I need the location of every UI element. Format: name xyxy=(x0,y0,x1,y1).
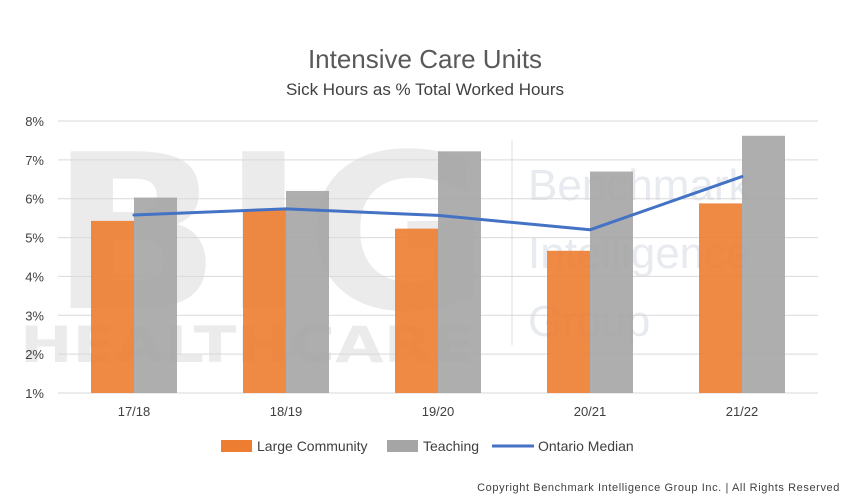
large-community-bar xyxy=(395,228,438,393)
large-community-bar xyxy=(243,209,286,393)
y-tick-label: 3% xyxy=(25,308,44,323)
teaching-bar xyxy=(134,197,177,393)
teaching-bar xyxy=(286,190,329,393)
bars xyxy=(91,135,785,393)
x-tick-label: 20/21 xyxy=(574,404,607,419)
legend-label: Teaching xyxy=(423,438,479,454)
y-tick-label: 4% xyxy=(25,269,44,284)
legend-swatch xyxy=(387,440,418,452)
chart-title: Intensive Care Units xyxy=(308,44,542,74)
teaching-bar xyxy=(438,151,481,393)
x-tick-label: 17/18 xyxy=(118,404,151,419)
large-community-bar xyxy=(91,220,134,393)
large-community-bar xyxy=(547,250,590,393)
y-tick-label: 5% xyxy=(25,231,44,246)
legend-label: Large Community xyxy=(257,438,368,454)
y-axis-tick-labels: 1% 2% 3% 4% 5% 6% 7% 8% xyxy=(25,114,44,401)
legend-item-large-community: Large Community xyxy=(221,438,368,454)
legend-item-ontario-median: Ontario Median xyxy=(492,438,634,454)
y-tick-label: 1% xyxy=(25,386,44,401)
ontario-median-line xyxy=(132,175,744,232)
x-tick-label: 21/22 xyxy=(726,404,759,419)
x-tick-label: 18/19 xyxy=(270,404,303,419)
y-tick-label: 2% xyxy=(25,347,44,362)
x-axis-tick-labels: 17/18 18/19 19/20 20/21 21/22 xyxy=(118,404,759,419)
chart-subtitle: Sick Hours as % Total Worked Hours xyxy=(286,80,564,99)
y-tick-label: 8% xyxy=(25,114,44,129)
ontario-median-line-group xyxy=(132,175,744,232)
legend: Large Community Teaching Ontario Median xyxy=(221,438,634,454)
legend-label: Ontario Median xyxy=(538,438,634,454)
legend-swatch xyxy=(221,440,252,452)
copyright-text: Copyright Benchmark Intelligence Group I… xyxy=(477,482,840,494)
y-tick-label: 6% xyxy=(25,192,44,207)
teaching-bar xyxy=(590,171,633,393)
teaching-bar xyxy=(742,135,785,393)
large-community-bar xyxy=(699,203,742,393)
y-tick-label: 7% xyxy=(25,153,44,168)
x-tick-label: 19/20 xyxy=(422,404,455,419)
legend-item-teaching: Teaching xyxy=(387,438,479,454)
